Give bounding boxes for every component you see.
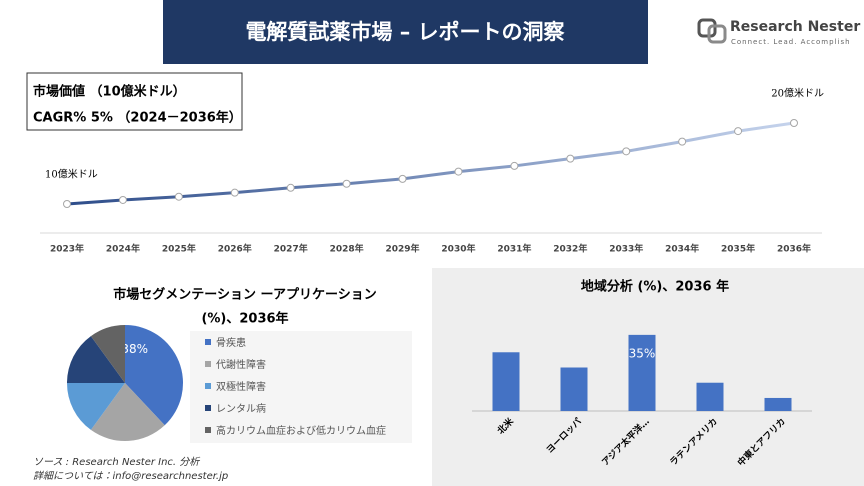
- point: [734, 127, 743, 136]
- point: [118, 195, 127, 204]
- point: [63, 200, 71, 208]
- info-box: [26, 72, 243, 131]
- legend-label: 骨疾患: [216, 337, 246, 349]
- info-line: CAGR% 5% （2024－2036年）: [33, 110, 242, 126]
- annotation: 10億米ドル: [45, 168, 98, 181]
- point: [678, 137, 687, 146]
- info-line: 市場価値 （10億米ドル）: [33, 84, 186, 100]
- x-tick-label: 2024年: [106, 243, 140, 255]
- pie-title: (%)、2036年: [201, 311, 288, 327]
- legend-label: 高カリウム血症および低カリウム血症: [216, 424, 386, 437]
- legend-label: 双極性障害: [216, 380, 266, 393]
- bar: [492, 352, 520, 411]
- pie-title: 市場セグメンテーション ーアプリケーション: [113, 287, 377, 303]
- legend-swatch: [205, 427, 211, 433]
- legend-label: 代謝性障害: [216, 358, 266, 371]
- logo: Research Nester Connect. Lead. Accomplis…: [697, 18, 860, 46]
- x-tick-label: 2030年: [441, 243, 475, 255]
- line-series: [66, 121, 795, 206]
- legend-swatch: [205, 405, 211, 411]
- x-tick-label: 2023年: [50, 243, 84, 255]
- pie-slice: [90, 325, 125, 383]
- point: [566, 154, 575, 163]
- logo-icon: [707, 24, 727, 44]
- point: [510, 161, 519, 170]
- data-label: 35%: [629, 346, 656, 360]
- point: [398, 174, 407, 183]
- point: [174, 192, 183, 201]
- bar: [628, 334, 656, 411]
- point: [454, 167, 463, 176]
- pie-slice: [67, 336, 125, 383]
- bar: [560, 367, 588, 411]
- bar-title: 地域分析 (%)、2036 年: [581, 279, 729, 295]
- annotation: 20億米ドル: [771, 87, 824, 100]
- header-band: [163, 0, 648, 64]
- legend-label: レンタル病: [216, 403, 266, 415]
- legend-swatch: [205, 361, 211, 367]
- x-tick-label: 2025年: [162, 243, 196, 255]
- source-note: ソース : Research Nester Inc. 分析: [33, 456, 201, 468]
- bar: [764, 397, 792, 411]
- x-tick-label: 2026年: [218, 243, 252, 255]
- bar: [696, 382, 724, 411]
- x-tick-label: 2031年: [497, 243, 531, 255]
- x-tick-label: 2033年: [609, 243, 643, 255]
- contact-note: 詳細については：info@researchnester.jp: [33, 470, 228, 482]
- x-tick-label: 2032年: [553, 243, 587, 255]
- legend-swatch: [205, 383, 211, 389]
- x-tick-label: 2035年: [721, 243, 755, 255]
- point: [790, 119, 798, 127]
- pie-slice: [67, 383, 125, 430]
- logo-name: Research Nester: [730, 19, 860, 35]
- point: [342, 179, 351, 188]
- pie-slice: [90, 383, 165, 441]
- point: [286, 183, 295, 192]
- x-tick-label: 2027年: [274, 243, 308, 255]
- x-tick-label: 2036年: [777, 243, 811, 255]
- x-tick-label: 2028年: [330, 243, 364, 255]
- logo-tagline: Connect. Lead. Accomplish: [731, 38, 851, 46]
- legend-swatch: [205, 339, 211, 345]
- logo-icon: [697, 18, 717, 38]
- page-title: 電解質試薬市場 – レポートの洞察: [245, 20, 565, 44]
- pie-slice: [125, 325, 183, 426]
- x-tick-label: 2029年: [386, 243, 420, 255]
- x-tick-label: 2034年: [665, 243, 699, 255]
- pie-legend-box: [190, 331, 412, 443]
- data-label: 38%: [121, 342, 148, 356]
- point: [230, 188, 239, 197]
- point: [622, 147, 631, 156]
